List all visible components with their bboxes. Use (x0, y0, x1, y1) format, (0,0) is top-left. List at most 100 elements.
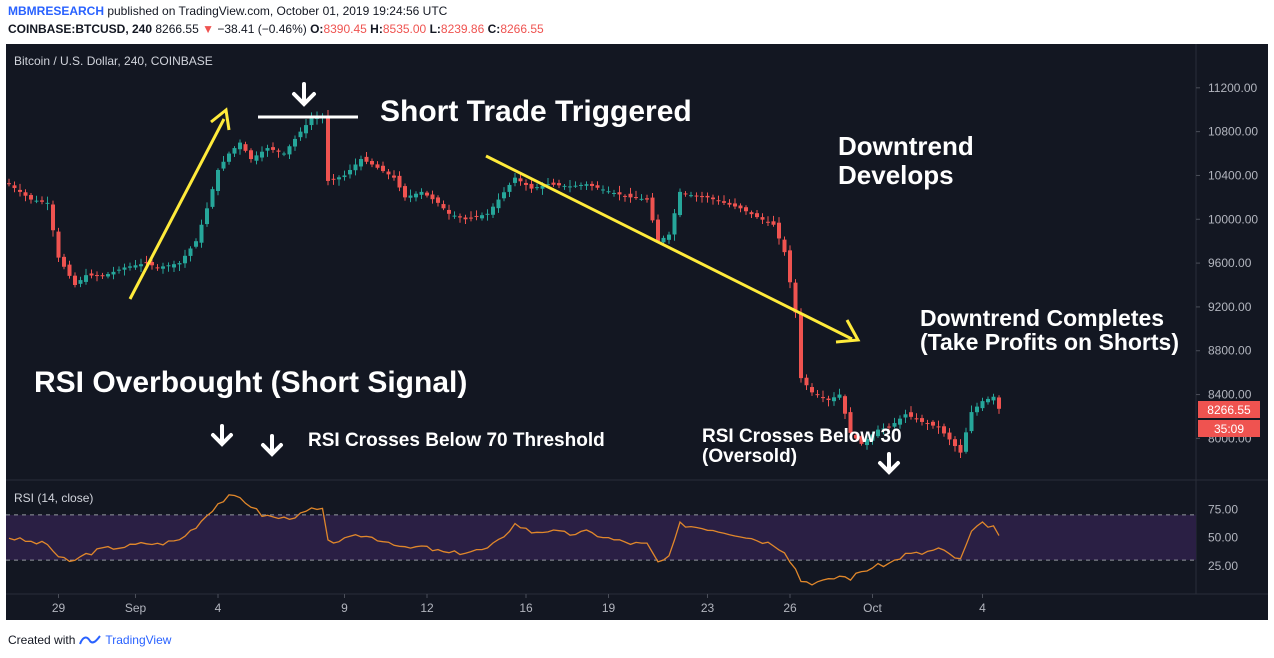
candle-body (260, 151, 264, 158)
candle (496, 193, 501, 213)
tradingview-logo-icon (79, 635, 102, 645)
candle (414, 191, 418, 202)
chart-frame[interactable]: Bitcoin / U.S. Dollar, 240, COINBASE RSI… (6, 44, 1268, 620)
candle (139, 258, 143, 273)
candle (326, 109, 330, 186)
candle (881, 423, 886, 435)
candle (513, 173, 517, 187)
tradingview-link[interactable]: TradingView (105, 633, 172, 647)
candle-body (942, 426, 946, 434)
candle-body (12, 185, 17, 189)
downtrend-completes-label: Downtrend Completes (920, 305, 1164, 331)
candle-body (755, 213, 759, 218)
oversold-label: (Oversold) (702, 446, 797, 467)
candle-body (117, 269, 121, 271)
candle-body (804, 377, 809, 386)
candle-body (172, 264, 176, 268)
candle (210, 186, 215, 209)
candle (276, 148, 281, 158)
candle-body (810, 387, 814, 393)
candle-body (227, 153, 231, 162)
candle-body (100, 275, 105, 277)
candle-body (436, 197, 440, 203)
candle (111, 266, 116, 280)
price-axis-label: 10800.00 (1208, 125, 1258, 139)
candle (199, 219, 204, 248)
candle-body (507, 184, 512, 192)
candle (117, 266, 121, 274)
candle-body (199, 224, 204, 243)
candle-body (738, 205, 743, 209)
candle-body (441, 204, 446, 209)
candle (700, 191, 704, 203)
candle (645, 194, 649, 203)
candle-body (458, 216, 462, 218)
candle (491, 203, 495, 219)
candle-body (749, 212, 754, 215)
candle-body (909, 412, 913, 417)
candle-body (298, 131, 303, 138)
candle-body (705, 195, 710, 198)
candle-body (964, 432, 968, 452)
candle-body (381, 165, 385, 172)
price-axis-label: 9600.00 (1208, 256, 1252, 270)
candle (128, 262, 132, 271)
candle (628, 187, 633, 203)
symbol-label: COINBASE:BTCUSD, 240 (8, 22, 153, 36)
candle-body (975, 406, 979, 413)
candle-body (876, 429, 880, 437)
candle-body (601, 189, 605, 191)
candle (683, 191, 688, 197)
candle-body (744, 207, 748, 212)
candle-body (612, 192, 616, 194)
candle (304, 118, 308, 139)
candle-body (84, 275, 88, 282)
candle (760, 213, 765, 224)
candle-body (557, 183, 561, 186)
candle-body (881, 428, 886, 430)
candle-body (56, 231, 61, 258)
candle-body (859, 436, 864, 444)
chart-canvas[interactable]: Bitcoin / U.S. Dollar, 240, COINBASE RSI… (6, 44, 1268, 620)
low-label: L: (429, 22, 441, 36)
candle-body (832, 397, 836, 402)
candle-body (249, 150, 253, 160)
candle (342, 170, 347, 181)
candle (584, 181, 589, 191)
candle-body (287, 146, 292, 155)
time-axis[interactable]: 29 Sep 4 9 12 16 19 23 26 Oct 4 (52, 594, 986, 615)
candle (705, 192, 710, 203)
author-link[interactable]: MBMRESEARCH (8, 4, 104, 18)
candle (518, 173, 523, 186)
candle (969, 405, 974, 434)
candle-body (447, 209, 451, 214)
candle (89, 269, 94, 279)
last-price-badge-text: 8266.55 (1207, 403, 1251, 417)
candle (271, 142, 275, 153)
candle (964, 427, 968, 454)
rsi-title: RSI (14, close) (14, 491, 93, 505)
candle (177, 261, 182, 271)
candle (7, 178, 11, 187)
candle-body (282, 153, 286, 155)
candle (837, 388, 842, 400)
candle (106, 271, 110, 279)
candle-body (716, 200, 721, 202)
candle (639, 194, 644, 201)
candle-body (799, 313, 803, 379)
candle-body (513, 177, 517, 183)
candle-body (584, 184, 589, 186)
candle-body (62, 256, 66, 267)
candle (672, 209, 677, 241)
candle (265, 144, 270, 157)
candle (942, 423, 946, 437)
candle (485, 209, 490, 221)
candle-body (782, 239, 787, 253)
candle-body (210, 189, 215, 207)
candle (623, 194, 627, 202)
candle (953, 436, 957, 452)
candle-body (815, 394, 820, 396)
candle-body (672, 213, 677, 235)
candle-body (452, 215, 457, 217)
price-axis[interactable]: 11200.00 10800.00 10400.00 10000.00 9600.00 9… (1196, 81, 1258, 446)
